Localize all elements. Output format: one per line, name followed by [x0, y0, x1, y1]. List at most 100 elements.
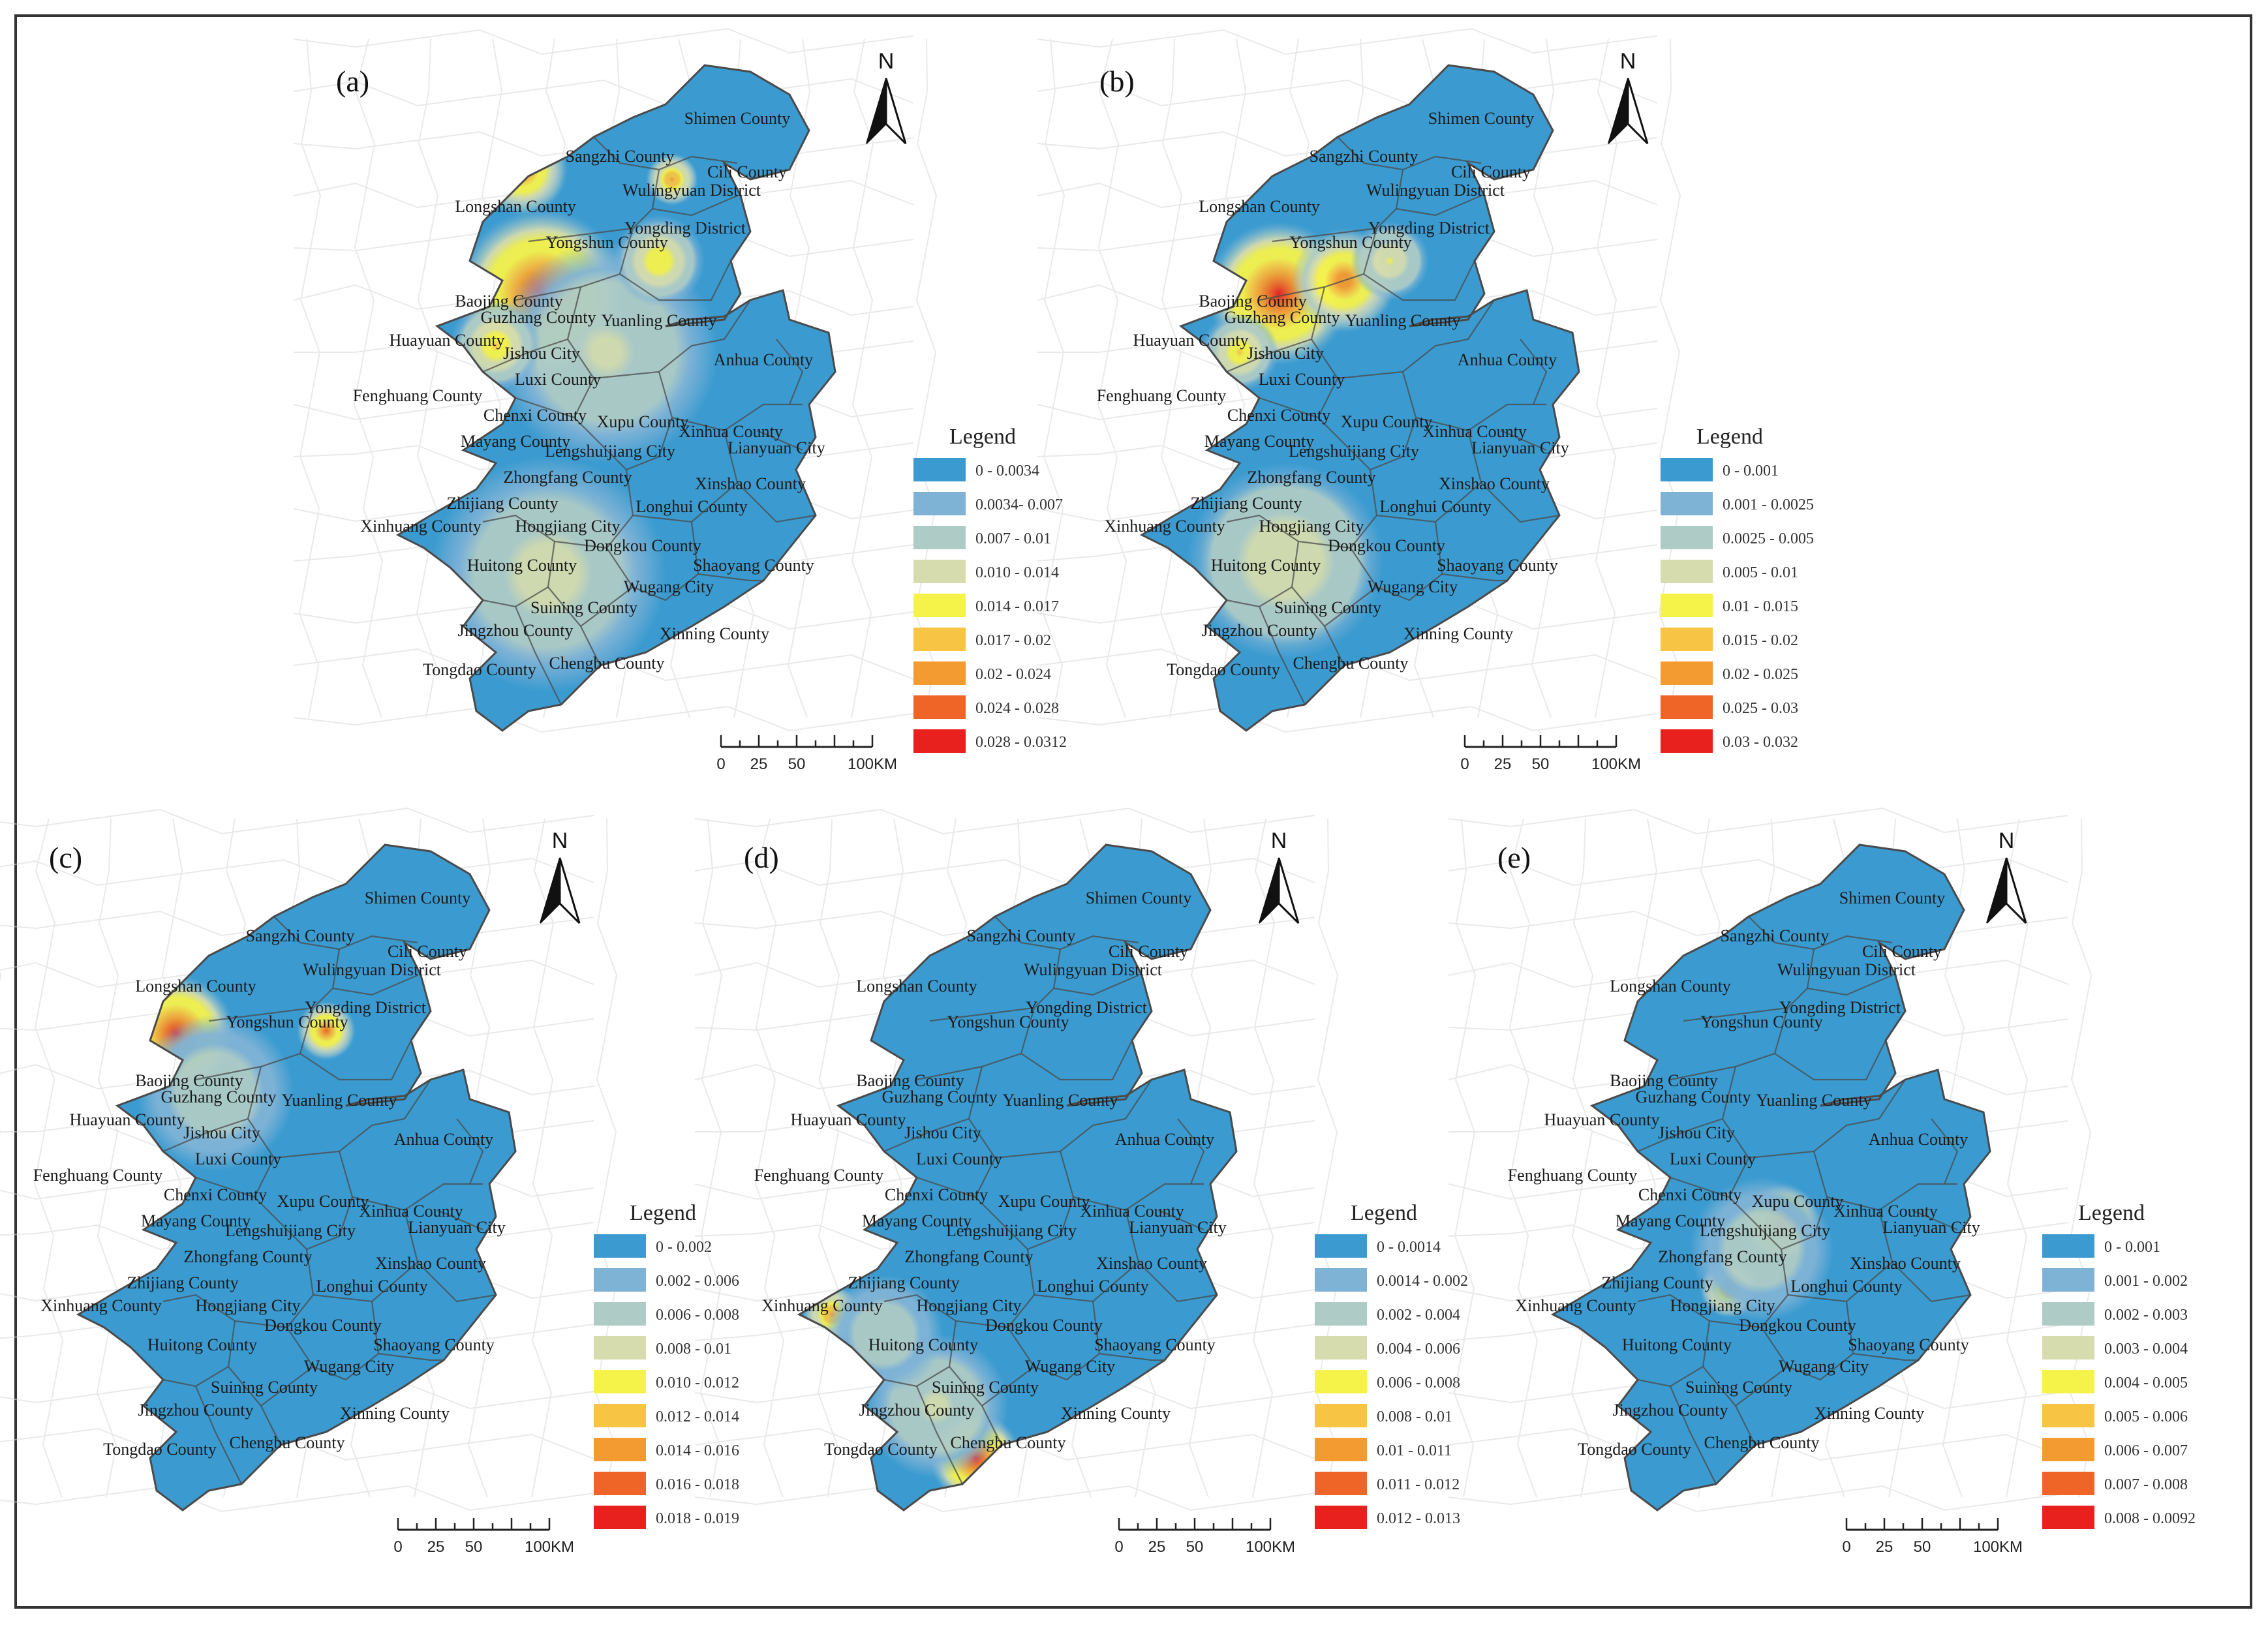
legend-swatch	[1661, 492, 1713, 515]
county-label: Xinshao County	[1850, 1254, 1961, 1273]
scale-tick-label: 50	[465, 1538, 483, 1556]
county-label: Yongshun County	[545, 233, 667, 252]
county-label: Guzhang County	[882, 1087, 998, 1106]
county-label: Suining County	[1685, 1378, 1792, 1397]
county-label: Longshan County	[455, 197, 576, 216]
legend-swatch	[1315, 1268, 1367, 1292]
legend-range-label: 0.007 - 0.01	[975, 530, 1051, 547]
legend-range-label: 0 - 0.002	[656, 1239, 712, 1256]
legend-range-label: 0.001 - 0.002	[2104, 1273, 2188, 1290]
province-outline	[1550, 843, 1991, 1511]
legend-swatch	[594, 1336, 646, 1359]
county-label: Yuanling County	[1345, 311, 1461, 330]
north-label: N	[878, 49, 895, 74]
legend-range-label: 0.003 - 0.004	[2104, 1341, 2188, 1358]
county-label: Xinhua County	[1833, 1202, 1938, 1221]
legend-range-label: 0.004 - 0.005	[2104, 1374, 2188, 1391]
county-label: Guzhang County	[161, 1087, 277, 1106]
legend-range-label: 0.002 - 0.004	[1377, 1307, 1460, 1324]
legend-swatch	[913, 458, 966, 481]
legend-swatch	[913, 492, 966, 515]
legend-range-label: 0 - 0.0034	[975, 463, 1039, 479]
county-label: Lengshuijiang City	[1289, 442, 1419, 461]
county-label: Huitong County	[1211, 556, 1321, 575]
county-label: Xinshao County	[1096, 1254, 1207, 1273]
legend-range-label: 0.002 - 0.006	[656, 1273, 739, 1290]
legend-swatch	[2042, 1472, 2094, 1495]
county-label: Shimen County	[1839, 888, 1946, 907]
legend-range-label: 0.002 - 0.003	[2104, 1307, 2188, 1324]
legend-swatch	[594, 1472, 646, 1495]
legend-range-label: 0.017 - 0.02	[975, 632, 1051, 649]
legend-swatch	[594, 1302, 646, 1326]
county-label: Xupu County	[1341, 412, 1433, 431]
scale-tick-label: 100KM	[1973, 1538, 2023, 1556]
legend-range-label: 0.015 - 0.02	[1723, 632, 1798, 649]
county-label: Fenghuang County	[1508, 1166, 1638, 1185]
north-arrow-icon: N	[540, 828, 581, 924]
county-label: Mayang County	[1616, 1211, 1725, 1230]
panel-label: (d)	[744, 841, 779, 874]
county-label: Xupu County	[1752, 1192, 1844, 1211]
legend-range-label: 0.014 - 0.017	[975, 598, 1059, 615]
county-label: Mayang County	[461, 432, 570, 451]
county-label: Hongjiang City	[1670, 1296, 1775, 1315]
county-label: Yongshun County	[226, 1012, 348, 1031]
county-label: Zhijiang County	[127, 1273, 238, 1292]
legend-range-label: 0.006 - 0.008	[1377, 1374, 1460, 1391]
county-label: Sangzhi County	[246, 926, 355, 945]
county-label: Chengbu County	[1704, 1433, 1820, 1452]
density-surface-b	[1188, 222, 1429, 659]
county-label: Longhui County	[1379, 497, 1491, 516]
hotspot	[431, 457, 666, 691]
legend-range-label: 0.0014 - 0.002	[1377, 1273, 1468, 1290]
county-label: Dongkou County	[1328, 536, 1445, 555]
legend-swatch	[1661, 628, 1713, 651]
county-label: Huitong County	[1622, 1335, 1732, 1354]
county-label: Jingzhou County	[1613, 1401, 1728, 1420]
county-label: Zhongfang County	[1658, 1247, 1786, 1266]
county-label: Hongjiang City	[515, 517, 620, 536]
county-label: Lengshuijiang City	[225, 1221, 356, 1240]
legend-range-label: 0.001 - 0.0025	[1723, 496, 1814, 513]
county-label: Jishou City	[503, 344, 580, 363]
county-label: Zhijiang County	[848, 1273, 959, 1292]
county-label: Yongding District	[624, 219, 746, 237]
legend-range-label: 0.0025 - 0.005	[1723, 530, 1814, 547]
scale-tick-label: 100KM	[848, 755, 897, 773]
county-label: Longshan County	[1610, 977, 1731, 995]
legend-title: Legend	[1351, 1201, 1417, 1225]
scale-tick-label: 50	[1914, 1538, 1931, 1556]
county-label: Cili County	[388, 942, 467, 961]
county-label: Yongshun County	[1700, 1012, 1822, 1031]
legend-swatch	[1315, 1506, 1367, 1529]
density-surface-e	[1690, 1177, 1833, 1321]
county-label: Huitong County	[467, 556, 577, 575]
legend-range-label: 0.016 - 0.018	[656, 1476, 739, 1493]
county-label: Yongding District	[1368, 219, 1490, 237]
legend-swatch	[594, 1404, 646, 1427]
legend-swatch	[913, 526, 966, 549]
county-label: Lianyuan City	[1471, 438, 1569, 457]
county-label: Chenxi County	[483, 406, 587, 425]
county-label: Chenxi County	[885, 1185, 988, 1204]
scale-bar: 0 25 50 100KM	[716, 735, 897, 773]
county-label: Jishou City	[904, 1123, 981, 1142]
county-label: Xinhuang County	[1515, 1296, 1636, 1315]
legend-range-label: 0.012 - 0.014	[656, 1408, 739, 1425]
legend-range-label: 0 - 0.001	[2104, 1239, 2160, 1256]
county-label: Sangzhi County	[1310, 147, 1418, 166]
hotspot	[1690, 1177, 1833, 1321]
county-label: Lianyuan City	[728, 438, 825, 457]
province-outline	[1139, 64, 1580, 732]
county-label: Lengshuijiang City	[545, 442, 675, 461]
legend-swatch	[913, 628, 966, 651]
scale-tick-label: 100KM	[525, 1538, 574, 1556]
county-label: Baojing County	[1610, 1071, 1717, 1090]
north-arrow-icon: N	[1259, 828, 1300, 924]
county-label: Tongdao County	[824, 1440, 938, 1459]
county-label: Tongdao County	[423, 660, 536, 679]
